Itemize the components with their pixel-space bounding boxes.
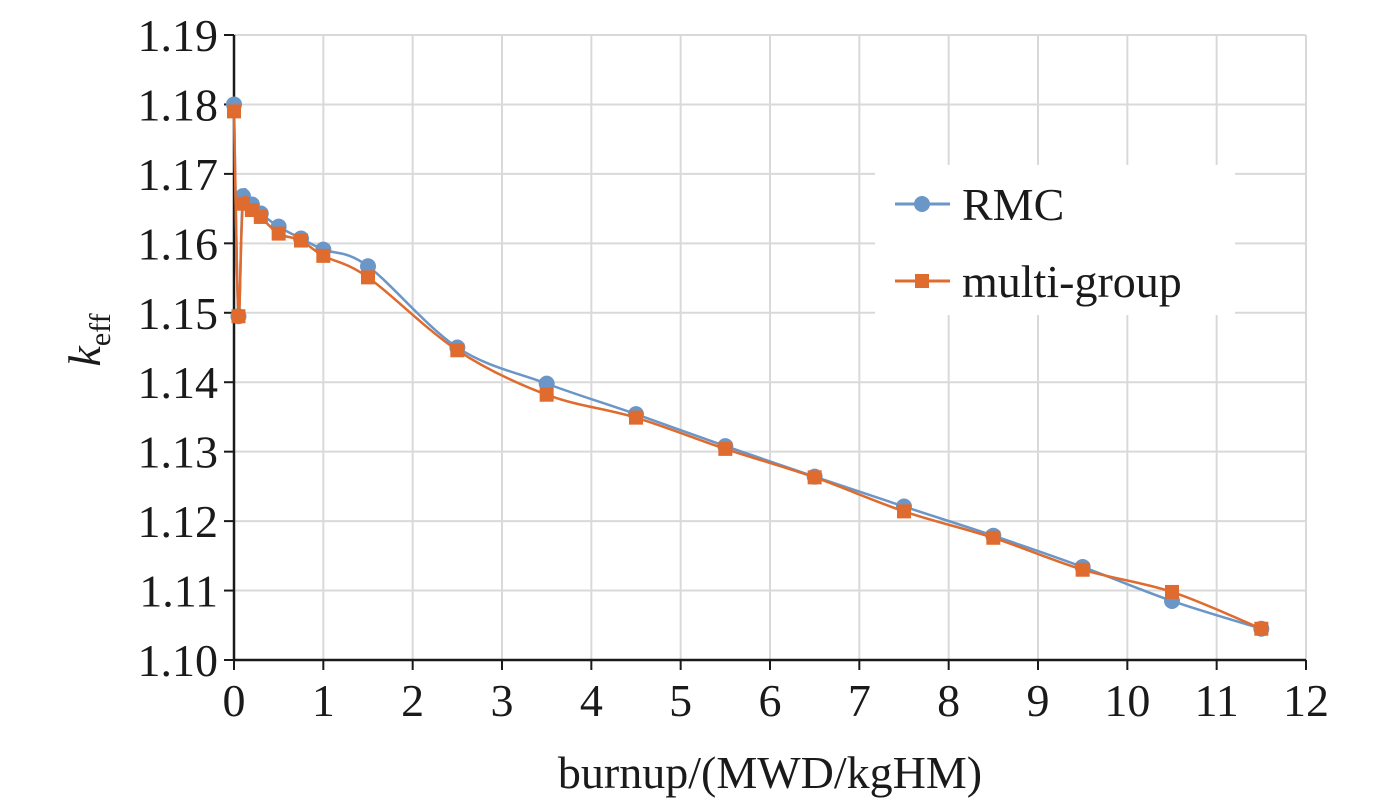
data-point-multi-group xyxy=(1165,584,1179,599)
y-tick-label: 1.16 xyxy=(138,218,219,269)
x-tick-label: 0 xyxy=(223,675,246,726)
y-tick-labels: 1.10 1.11 1.12 1.13 1.14 1.15 1.16 1.17 1.18 1.19 xyxy=(138,10,219,686)
x-tick-labels: 0 1 2 3 4 5 6 7 8 9 10 11 12 xyxy=(223,675,1330,726)
legend-entry-multi-group: multi-group xyxy=(895,256,1182,307)
data-point-multi-group xyxy=(231,309,246,324)
y-tick-label: 1.14 xyxy=(138,357,219,408)
x-tick-label: 3 xyxy=(491,675,514,726)
y-tick-label: 1.19 xyxy=(138,10,219,61)
data-point-rmc xyxy=(360,258,376,275)
x-tick-label: 4 xyxy=(580,675,603,726)
x-tick-label: 2 xyxy=(401,675,424,726)
data-point-rmc xyxy=(538,375,555,392)
data-point-multi-group xyxy=(807,470,822,485)
x-tick-label: 5 xyxy=(669,675,692,726)
y-tick-label: 1.12 xyxy=(138,496,219,547)
y-axis-title-main: k xyxy=(59,345,110,367)
data-point-multi-group xyxy=(629,410,643,425)
x-tick-label: 7 xyxy=(848,675,871,726)
axes xyxy=(224,34,1307,670)
y-axis-title: keff xyxy=(59,313,117,366)
legend-label-multi-group: multi-group xyxy=(962,256,1182,307)
x-axis-title: burnup/(MWD/kgHM) xyxy=(558,747,982,798)
data-point-multi-group xyxy=(294,233,308,248)
legend-marker-rmc xyxy=(914,196,930,212)
data-point-multi-group xyxy=(253,209,268,224)
data-point-multi-group xyxy=(718,441,733,456)
y-tick-label: 1.13 xyxy=(138,427,219,478)
data-point-multi-group xyxy=(986,530,1001,545)
x-tick-label: 1 xyxy=(312,675,335,726)
y-axis-title-sub: eff xyxy=(84,313,117,346)
x-tick-label: 10 xyxy=(1104,675,1150,726)
data-point-multi-group xyxy=(539,387,554,402)
data-point-multi-group xyxy=(450,343,465,358)
data-point-multi-group xyxy=(361,270,375,285)
legend-entry-rmc: RMC xyxy=(895,179,1064,230)
series-multi-group xyxy=(227,104,1269,636)
legend-label-rmc: RMC xyxy=(962,179,1064,230)
x-tick-label: 6 xyxy=(759,675,782,726)
x-tick-label: 11 xyxy=(1195,675,1239,726)
y-tick-label: 1.10 xyxy=(138,635,219,686)
data-point-multi-group xyxy=(227,104,241,119)
data-point-multi-group xyxy=(897,504,911,519)
y-tick-label: 1.18 xyxy=(138,79,219,130)
x-tick-label: 12 xyxy=(1283,675,1329,726)
data-point-multi-group xyxy=(1075,562,1090,577)
data-point-multi-group xyxy=(1254,621,1269,636)
legend-background xyxy=(875,165,1235,315)
y-tick-label: 1.11 xyxy=(139,566,218,617)
legend-marker-multi-group xyxy=(915,274,929,288)
y-tick-label: 1.15 xyxy=(138,288,219,339)
series-layer xyxy=(226,96,1270,637)
x-tick-label: 8 xyxy=(937,675,960,726)
x-tick-label: 9 xyxy=(1027,675,1050,726)
grid-lines xyxy=(234,34,1307,660)
legend: RMC multi-group xyxy=(875,165,1235,315)
data-point-multi-group xyxy=(271,226,286,241)
y-tick-label: 1.17 xyxy=(138,149,219,200)
data-point-multi-group xyxy=(316,248,331,263)
